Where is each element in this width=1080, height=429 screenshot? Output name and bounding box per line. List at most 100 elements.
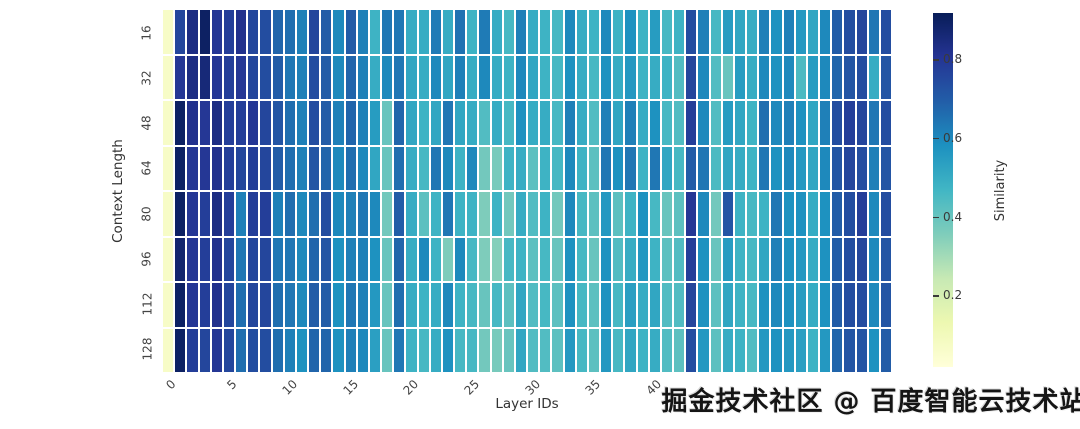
heatmap-cell bbox=[163, 101, 174, 145]
heatmap-cell bbox=[564, 283, 575, 327]
heatmap-cell bbox=[820, 328, 831, 372]
heatmap-cell bbox=[856, 55, 867, 99]
heatmap-cell bbox=[272, 101, 283, 145]
heatmap-cell bbox=[540, 328, 551, 372]
heatmap-cell bbox=[880, 55, 891, 99]
heatmap-cell bbox=[211, 192, 222, 236]
heatmap-cell bbox=[309, 237, 320, 281]
heatmap-cell bbox=[394, 101, 405, 145]
heatmap-cell bbox=[260, 283, 271, 327]
heatmap-cell bbox=[333, 55, 344, 99]
heatmap-cell bbox=[418, 55, 429, 99]
heatmap-cell bbox=[771, 55, 782, 99]
heatmap-cell bbox=[199, 192, 210, 236]
heatmap-cell bbox=[321, 10, 332, 54]
heatmap-cell bbox=[637, 10, 648, 54]
y-tick-label-text: 16 bbox=[140, 24, 154, 41]
heatmap-cell bbox=[759, 146, 770, 190]
heatmap-cell bbox=[309, 192, 320, 236]
heatmap-cell bbox=[710, 101, 721, 145]
heatmap-cell bbox=[649, 55, 660, 99]
heatmap-cell bbox=[418, 283, 429, 327]
heatmap-cell bbox=[734, 283, 745, 327]
heatmap-cell bbox=[807, 237, 818, 281]
heatmap-cell bbox=[722, 237, 733, 281]
heatmap-cell bbox=[430, 192, 441, 236]
heatmap-cell bbox=[674, 192, 685, 236]
heatmap-cell bbox=[686, 237, 697, 281]
heatmap-cell bbox=[296, 10, 307, 54]
heatmap-cell bbox=[686, 101, 697, 145]
heatmap-cell bbox=[515, 237, 526, 281]
y-tick-label-text: 112 bbox=[140, 292, 154, 316]
heatmap-cell bbox=[260, 192, 271, 236]
heatmap-cell bbox=[528, 283, 539, 327]
heatmap-cell bbox=[272, 237, 283, 281]
heatmap-cell bbox=[661, 283, 672, 327]
heatmap-cell bbox=[284, 10, 295, 54]
heatmap-cell bbox=[467, 101, 478, 145]
heatmap-cell bbox=[734, 328, 745, 372]
heatmap-cell bbox=[394, 283, 405, 327]
heatmap-cell bbox=[272, 10, 283, 54]
heatmap-cell bbox=[832, 101, 843, 145]
heatmap-cell bbox=[345, 10, 356, 54]
heatmap-cell bbox=[442, 55, 453, 99]
heatmap-cell bbox=[759, 55, 770, 99]
heatmap-cell bbox=[418, 146, 429, 190]
heatmap-cell bbox=[588, 237, 599, 281]
heatmap-cell bbox=[369, 10, 380, 54]
heatmap-cell bbox=[163, 55, 174, 99]
heatmap-cell bbox=[783, 146, 794, 190]
colorbar-tick-label: 0.2 bbox=[943, 288, 963, 303]
heatmap-cell bbox=[807, 55, 818, 99]
heatmap-cell bbox=[698, 283, 709, 327]
heatmap-cell bbox=[442, 328, 453, 372]
heatmap-cell bbox=[211, 283, 222, 327]
heatmap-cell bbox=[357, 283, 368, 327]
heatmap-cell bbox=[369, 237, 380, 281]
heatmap-cell bbox=[807, 328, 818, 372]
heatmap-cell bbox=[844, 237, 855, 281]
heatmap-cell bbox=[248, 192, 259, 236]
heatmap-cell bbox=[345, 146, 356, 190]
y-axis-title: Context Length bbox=[108, 10, 128, 372]
colorbar-tick-mark bbox=[933, 59, 939, 61]
y-tick-label: 32 bbox=[136, 55, 158, 100]
heatmap-cell bbox=[686, 283, 697, 327]
heatmap-cell bbox=[211, 101, 222, 145]
y-tick-label-text: 80 bbox=[140, 205, 154, 222]
heatmap-cell bbox=[455, 10, 466, 54]
heatmap-cell bbox=[588, 101, 599, 145]
heatmap-cell bbox=[321, 192, 332, 236]
heatmap-cell bbox=[199, 101, 210, 145]
heatmap-cell bbox=[637, 55, 648, 99]
heatmap-cell bbox=[868, 192, 879, 236]
heatmap-cell bbox=[430, 146, 441, 190]
heatmap-cell bbox=[540, 192, 551, 236]
heatmap-cell bbox=[710, 146, 721, 190]
heatmap-cell bbox=[747, 328, 758, 372]
heatmap-cell bbox=[771, 192, 782, 236]
x-tick-label-text: 5 bbox=[224, 377, 240, 393]
heatmap-cell bbox=[430, 237, 441, 281]
heatmap-cell bbox=[564, 328, 575, 372]
heatmap-cell bbox=[771, 283, 782, 327]
heatmap-cell bbox=[321, 146, 332, 190]
heatmap-cell bbox=[613, 101, 624, 145]
heatmap-cell bbox=[515, 101, 526, 145]
heatmap-cell bbox=[491, 237, 502, 281]
heatmap-cell bbox=[236, 55, 247, 99]
heatmap-cell bbox=[661, 192, 672, 236]
heatmap-cell bbox=[406, 283, 417, 327]
heatmap-cell bbox=[382, 237, 393, 281]
heatmap-cell bbox=[211, 328, 222, 372]
heatmap-cell bbox=[272, 192, 283, 236]
heatmap-cell bbox=[613, 55, 624, 99]
heatmap-cell bbox=[199, 55, 210, 99]
heatmap-cell bbox=[844, 146, 855, 190]
heatmap-cell bbox=[625, 55, 636, 99]
heatmap-cell bbox=[187, 101, 198, 145]
heatmap-cell bbox=[394, 328, 405, 372]
heatmap-cell bbox=[467, 328, 478, 372]
